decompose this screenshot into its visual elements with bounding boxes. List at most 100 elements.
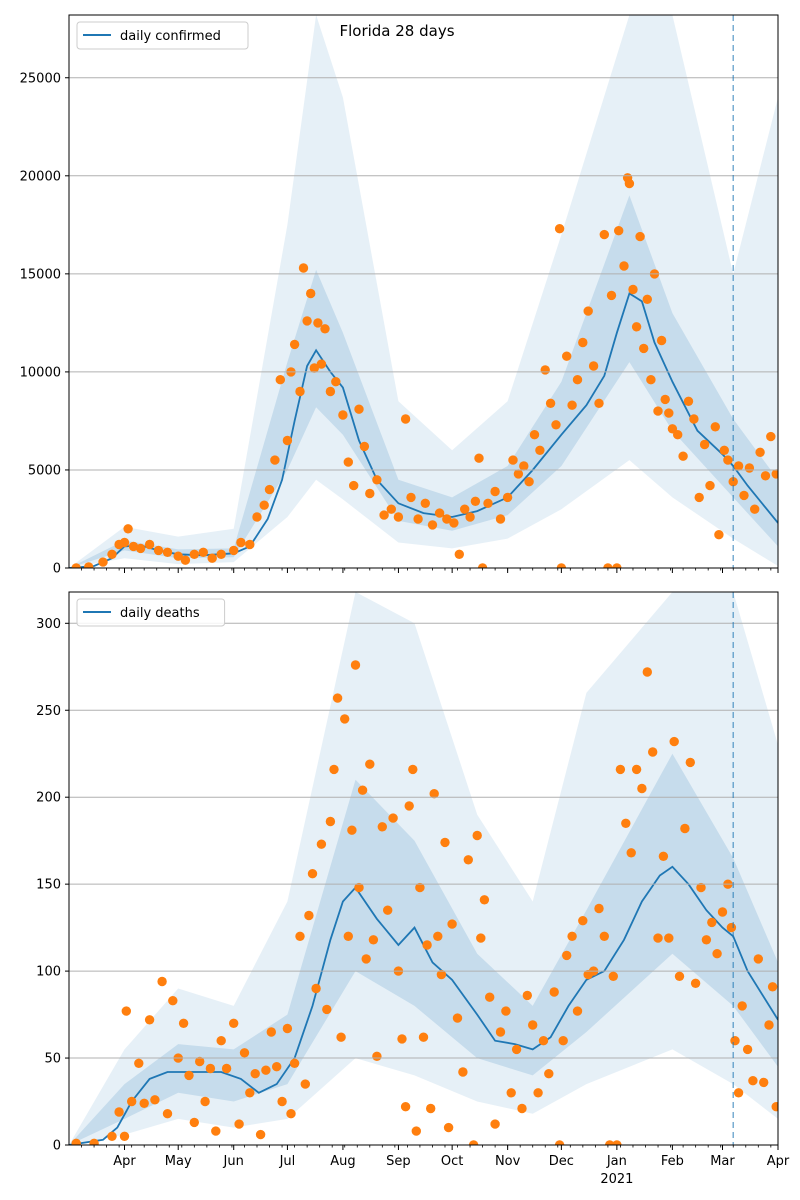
observed-point [653,406,663,416]
observed-point [615,764,626,775]
figure-title: Florida 28 days [339,22,454,40]
observed-point [383,905,393,915]
observed-point [690,978,701,988]
observed-point [673,430,683,440]
x-tick-label: Jul [279,1154,296,1169]
observed-point [468,1140,479,1145]
x-tick-label: May [165,1154,192,1169]
observed-point [311,983,321,994]
observed-point [259,500,269,510]
observed-point [583,306,593,316]
observed-point [717,907,728,917]
observed-point [594,398,604,408]
observed-point [415,882,425,893]
observed-point [637,783,647,794]
observed-point [701,935,712,945]
x-tick-label: Nov [495,1154,521,1169]
observed-point [234,1119,244,1129]
observed-point [426,1103,436,1114]
observed-point [631,322,642,332]
observed-point [594,903,604,914]
observed-point [529,430,540,440]
observed-point [357,785,368,795]
observed-point [295,386,305,397]
observed-point [195,1056,205,1067]
observed-point [635,231,645,242]
observed-point [540,365,550,375]
observed-point [300,1079,310,1089]
observed-point [434,508,445,518]
observed-point [719,445,729,455]
observed-point [157,976,167,987]
observed-point [452,1013,463,1023]
observed-point [612,563,622,568]
observed-point [289,339,300,350]
observed-point [121,1006,131,1016]
observed-point [621,818,631,828]
observed-point [365,759,375,769]
observed-point [89,1138,99,1145]
legend-label: daily deaths [120,606,200,621]
observed-point [646,375,656,385]
observed-point [755,447,765,457]
observed-point [347,825,357,835]
observed-point [277,1096,287,1107]
observed-point [528,1020,538,1030]
observed-point [252,512,262,522]
x-tick-label: Apr [113,1154,136,1169]
observed-point [144,539,155,550]
observed-point [139,1098,149,1109]
observed-point [683,396,694,406]
y-tick-label: 5000 [28,463,61,478]
observed-point [302,316,312,326]
observed-point [135,543,146,554]
observed-point [454,549,464,559]
confirmed-panel: 0 5000 10000 15000 20000 25000 daily confirmed [20,14,779,577]
observed-point [737,1001,747,1011]
observed-point [354,882,364,893]
y-tick-label: 300 [36,617,61,632]
observed-point [558,1036,568,1046]
observed-point [408,764,418,775]
observed-point [442,514,452,524]
observed-point [739,490,749,501]
observed-point [766,431,776,442]
y-tick-label: 25000 [20,71,61,86]
observed-point [266,1027,276,1037]
observed-point [275,375,285,385]
observed-point [628,284,638,295]
observed-point [771,469,778,479]
observed-point [599,229,609,240]
observed-point [767,982,778,992]
observed-point [449,518,459,528]
observed-point [648,747,658,757]
observed-point [332,693,343,703]
observed-point [184,1070,194,1081]
observed-point [524,477,534,487]
observed-point [760,471,771,481]
legend-box [76,598,226,627]
observed-point [313,318,323,328]
observed-point [726,922,737,933]
observed-point [642,667,652,677]
observed-point [463,855,473,865]
observed-point [229,545,239,556]
observed-point [229,1018,239,1028]
observed-point [211,1126,221,1136]
observed-point [400,1102,411,1112]
observed-point [624,178,635,189]
y-tick-label: 0 [53,562,61,577]
observed-point [413,514,423,524]
y-tick-label: 150 [36,878,61,893]
observed-point [282,1023,293,1034]
observed-point [119,537,130,548]
observed-point [306,288,316,299]
observed-point [349,480,359,491]
y-tick-label: 100 [36,965,61,980]
observed-point [372,475,382,485]
observed-point [578,916,588,926]
observed-point [533,1088,543,1098]
observed-point [699,439,710,450]
observed-point [429,789,439,799]
